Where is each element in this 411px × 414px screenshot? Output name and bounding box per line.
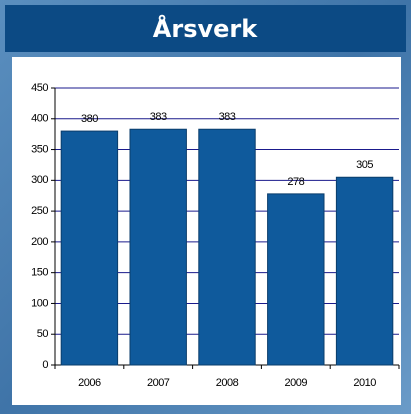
bar [335, 176, 394, 366]
y-tick-label: 50 [37, 328, 49, 340]
x-tick-label: 2006 [78, 377, 101, 389]
y-tick-label: 250 [31, 205, 48, 217]
data-label: 383 [219, 111, 236, 123]
y-tick-label: 0 [42, 359, 48, 371]
y-tick-label: 100 [31, 297, 48, 309]
y-tick-label: 350 [31, 143, 48, 155]
x-tick-label: 2008 [216, 377, 239, 389]
y-tick-label: 450 [31, 82, 48, 94]
data-label: 305 [356, 159, 373, 171]
chart-title: Årsverk [153, 14, 258, 43]
bar [267, 193, 325, 366]
data-label: 383 [150, 111, 167, 123]
y-tick-label: 200 [31, 236, 48, 248]
x-tick-label: 2007 [147, 377, 170, 389]
data-label: 380 [81, 113, 98, 125]
y-tick-label: 400 [31, 113, 48, 125]
y-tick-label: 300 [31, 174, 48, 186]
x-tick-label: 2010 [353, 377, 376, 389]
y-tick-label: 150 [31, 267, 48, 279]
data-label: 278 [287, 176, 304, 188]
bar [60, 130, 119, 366]
bar [129, 128, 187, 366]
header-band [5, 5, 406, 52]
bar [198, 128, 256, 366]
x-tick-label: 2009 [285, 377, 308, 389]
